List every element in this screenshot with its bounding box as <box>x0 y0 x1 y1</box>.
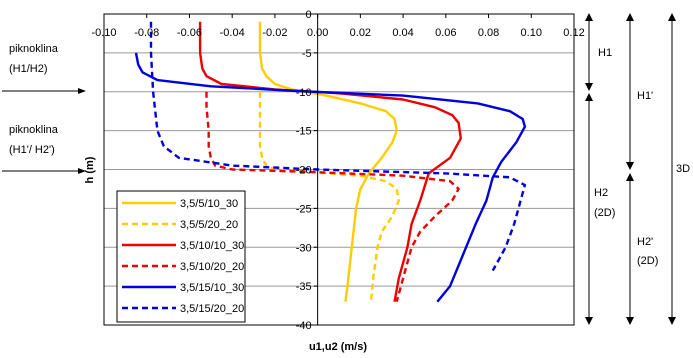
x-tick-label-4: -0.02 <box>262 27 287 39</box>
bracket-h2-bottom <box>585 317 593 325</box>
y-axis-title: h (m) <box>84 156 96 183</box>
y-tick-label-7: -35 <box>296 281 312 293</box>
bracket-h1p-bottom <box>626 162 634 170</box>
legend-label-4: 3,5/15/10_30 <box>180 282 244 294</box>
x-tick-label-11: 0.12 <box>563 27 584 39</box>
right-brackets <box>585 13 676 325</box>
x-tick-label-5: 0.00 <box>307 27 328 39</box>
x-tick-label-1: -0.08 <box>134 27 159 39</box>
bracket-h1-top <box>585 13 593 21</box>
bracket-3d-top <box>668 13 676 21</box>
legend-label-0: 3,5/5/10_30 <box>180 198 238 210</box>
label-h2: H2 <box>594 187 608 199</box>
bracket-h2-top <box>585 93 593 101</box>
x-tick-label-0: -0.10 <box>91 27 116 39</box>
label-h2p: H2' <box>637 236 653 248</box>
x-tick-label-7: 0.04 <box>392 27 413 39</box>
annotation-pyc2-line1: piknoklina <box>9 124 59 136</box>
bracket-h2p-bottom <box>626 317 634 325</box>
label-3d: 3D <box>676 163 690 175</box>
legend-box <box>116 190 246 323</box>
plot-frame <box>103 13 575 326</box>
x-tick-label-6: 0.02 <box>350 27 371 39</box>
annotation-pyc1-line1: piknoklina <box>9 43 59 55</box>
axes-layer <box>103 13 575 326</box>
y-tick-label-2: -10 <box>296 87 312 99</box>
legend-label-3: 3,5/10/20_20 <box>180 261 244 273</box>
x-tick-label-9: 0.08 <box>478 27 499 39</box>
x-axis-title: u1,u2 (m/s) <box>309 341 367 353</box>
label-h1: H1 <box>598 47 612 59</box>
y-tick-label-3: -15 <box>296 126 312 138</box>
y-tick-label-0: 0 <box>306 9 312 21</box>
x-tick-label-10: 0.10 <box>521 27 542 39</box>
x-tick-label-2: -0.06 <box>177 27 202 39</box>
label-h1p: H1' <box>637 90 653 102</box>
arrow-pyc2-head <box>78 168 86 174</box>
bracket-h2p-top <box>626 173 634 181</box>
series-line-2 <box>198 21 462 302</box>
y-tick-labels: 0 -5 -10 -15 -20 -25 -30 -35 -40 <box>296 9 312 332</box>
annotation-pyc2-line2: (H1'/ H2') <box>9 144 55 156</box>
y-tick-label-6: -30 <box>296 242 312 254</box>
y-tick-label-5: -25 <box>296 203 312 215</box>
bracket-h1-bottom <box>585 83 593 91</box>
bracket-h1p-top <box>626 13 634 21</box>
legend: 3,5/5/10_30 3,5/5/20_20 3,5/10/10_30 3,5/10… <box>116 190 246 323</box>
bracket-3d-bottom <box>668 317 676 325</box>
x-tick-label-3: -0.04 <box>220 27 245 39</box>
series-line-1 <box>258 91 400 302</box>
x-tick-label-8: 0.06 <box>435 27 456 39</box>
label-h2-sub: (2D) <box>594 207 615 219</box>
annotation-pyc1-line2: (H1/H2) <box>9 63 48 75</box>
label-h2p-sub: (2D) <box>637 255 658 267</box>
arrow-pyc1-head <box>78 88 86 94</box>
series-line-0 <box>258 21 398 302</box>
series-line-4 <box>134 52 527 303</box>
legend-label-5: 3,5/15/20_20 <box>180 303 244 315</box>
y-tick-label-1: -5 <box>302 48 312 60</box>
y-tick-label-4: -20 <box>296 165 312 177</box>
x-tick-labels: -0.10 -0.08 -0.06 -0.04 -0.02 0.00 0.02 0.04 0.0… <box>91 27 584 39</box>
legend-label-1: 3,5/5/20_20 <box>180 219 238 231</box>
series-line-3 <box>205 91 460 303</box>
legend-label-2: 3,5/10/10_30 <box>180 240 244 252</box>
y-tick-label-8: -40 <box>296 320 312 332</box>
